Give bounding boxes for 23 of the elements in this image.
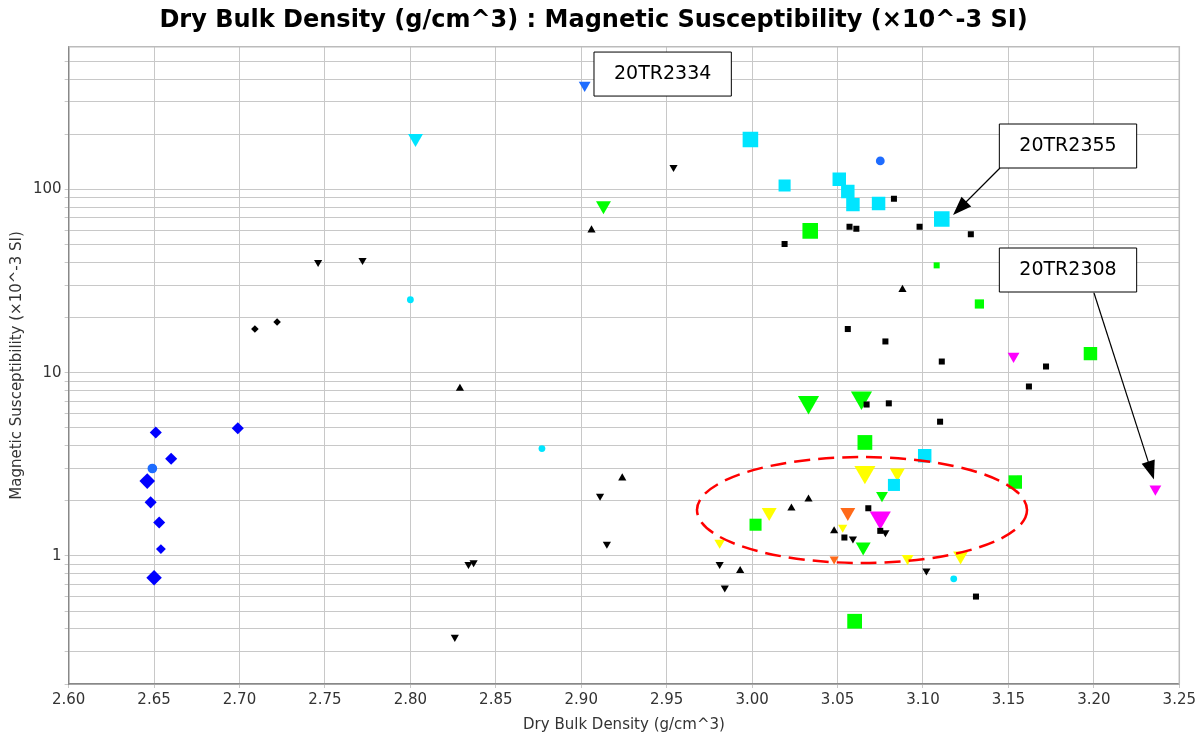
chart-title: Dry Bulk Density (g/cm^3) : Magnetic Susceptibility (×10^-3 SI) [159,4,1028,33]
x-tick-label: 3.15 [991,689,1026,708]
y-tick-label: 1 [52,545,62,564]
x-axis-title: Dry Bulk Density (g/cm^3) [523,714,725,733]
annotation: 20TR2308 [1019,256,1117,279]
x-tick-label: 3.05 [820,689,855,708]
x-tick-label: 2.85 [479,689,513,708]
x-tick-label: 2.65 [137,689,171,708]
x-tick-label: 3.10 [906,689,940,708]
x-tick-label: 3.25 [1162,689,1196,708]
annotation: 20TR2355 [1019,132,1117,155]
annotation: 20TR2334 [613,61,712,83]
y-tick-label: 100 [32,179,62,198]
x-tick-label: 2.80 [393,689,428,708]
x-tick-label: 2.75 [308,689,342,708]
x-tick-label: 2.60 [51,689,86,708]
x-tick-label: 3.00 [735,689,769,708]
x-tick-label: 2.95 [649,689,684,708]
x-tick-label: 2.90 [564,689,598,708]
x-tick-label: 3.20 [1077,689,1111,708]
y-axis-title: Magnetic Susceptibility (×10^-3 SI) [6,231,25,500]
x-tick-label: 2.70 [222,689,257,708]
y-tick-label: 10 [42,362,62,381]
